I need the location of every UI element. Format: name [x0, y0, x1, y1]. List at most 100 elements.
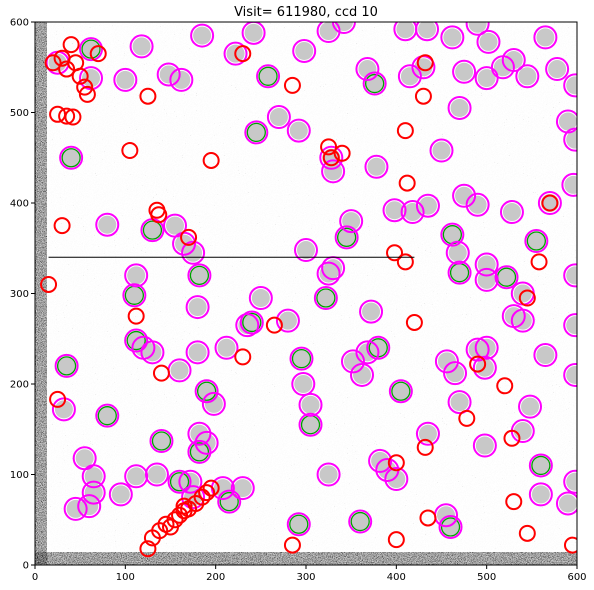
magenta-marker	[156, 62, 181, 87]
magenta-marker	[187, 263, 212, 288]
y-tick-label: 600	[10, 18, 29, 29]
red-marker	[139, 540, 157, 558]
magenta-marker	[364, 154, 389, 179]
magenta-marker	[217, 489, 242, 514]
magenta-marker	[447, 95, 472, 120]
magenta-marker	[230, 476, 255, 501]
red-marker	[518, 524, 536, 542]
magenta-marker	[298, 392, 323, 417]
magenta-marker	[545, 57, 570, 82]
red-marker	[458, 409, 476, 427]
red-marker	[139, 87, 157, 105]
magenta-marker	[434, 349, 459, 374]
magenta-marker	[194, 379, 219, 404]
red-marker	[175, 497, 193, 515]
magenta-marker	[319, 145, 344, 170]
magenta-marker	[95, 212, 120, 237]
magenta-marker	[144, 462, 169, 487]
magenta-marker	[465, 22, 490, 36]
red-marker	[202, 479, 220, 497]
star-blob	[301, 395, 320, 414]
magenta-marker	[167, 469, 192, 494]
star-blob	[513, 284, 532, 303]
star-blob	[132, 37, 151, 56]
star-blob	[536, 346, 555, 365]
magenta-marker	[563, 263, 577, 288]
magenta-marker	[294, 238, 318, 263]
y-tick-label: 200	[10, 380, 29, 391]
magenta-marker	[124, 263, 149, 288]
magenta-marker	[518, 394, 543, 419]
green-marker	[126, 330, 146, 351]
star-blob	[295, 41, 314, 60]
red-marker	[64, 108, 82, 126]
magenta-marker	[524, 229, 549, 254]
star-blob	[84, 467, 103, 486]
magenta-marker	[321, 159, 346, 184]
magenta-marker	[124, 328, 149, 353]
red-marker	[89, 45, 107, 63]
magenta-marker	[178, 469, 203, 494]
magenta-marker	[316, 462, 341, 487]
star-blob	[98, 215, 117, 234]
x-tick-label: 600	[567, 572, 586, 583]
magenta-marker	[350, 362, 375, 387]
star-blob	[448, 243, 467, 262]
magenta-marker	[499, 200, 524, 225]
y-tick-label: 400	[10, 199, 29, 210]
red-marker	[58, 107, 76, 125]
magenta-marker	[223, 41, 248, 66]
star-blob	[297, 241, 315, 260]
magenta-marker	[95, 403, 120, 428]
magenta-marker	[190, 23, 215, 48]
star-blob	[477, 69, 496, 88]
ccd-image	[35, 22, 577, 565]
red-marker	[419, 509, 437, 527]
green-marker	[142, 220, 163, 240]
star-blob	[247, 123, 266, 142]
y-tick-label: 500	[10, 108, 29, 119]
red-marker	[53, 217, 71, 235]
red-marker	[78, 85, 96, 103]
red-marker	[151, 522, 169, 540]
star-blob	[294, 375, 313, 393]
magenta-marker	[59, 145, 84, 170]
ccd-bottom-dark-band	[35, 552, 577, 565]
magenta-marker	[528, 453, 553, 478]
star-blob	[564, 175, 577, 194]
red-marker	[234, 348, 252, 366]
green-marker	[61, 148, 81, 168]
x-tick-label: 400	[387, 572, 406, 583]
star-blob	[116, 70, 135, 89]
magenta-marker	[368, 448, 393, 473]
star-blob	[233, 479, 252, 498]
magenta-marker	[472, 433, 497, 458]
star-blob	[443, 225, 462, 244]
star-blob	[251, 289, 270, 308]
star-blob	[418, 424, 437, 443]
magenta-marker	[400, 200, 425, 225]
magenta-marker	[187, 421, 212, 446]
magenta-marker	[510, 308, 535, 333]
magenta-marker	[241, 22, 266, 45]
star-blob	[566, 365, 577, 384]
magenta-marker	[286, 118, 311, 143]
red-marker	[62, 36, 80, 54]
magenta-marker	[476, 29, 501, 54]
star-blob	[193, 26, 212, 45]
red-marker	[416, 438, 434, 456]
red-marker	[265, 316, 283, 334]
star-blob	[111, 485, 130, 504]
star-blob	[450, 263, 469, 282]
magenta-marker	[563, 362, 577, 387]
magenta-marker	[181, 240, 206, 265]
star-blob	[351, 512, 370, 531]
magenta-marker	[384, 467, 409, 492]
red-marker	[198, 484, 216, 502]
star-blob	[531, 485, 550, 504]
star-blob	[443, 28, 462, 47]
star-blob	[319, 22, 338, 41]
star-blob	[48, 53, 67, 72]
star-blob	[190, 266, 209, 285]
magenta-marker	[563, 73, 577, 98]
